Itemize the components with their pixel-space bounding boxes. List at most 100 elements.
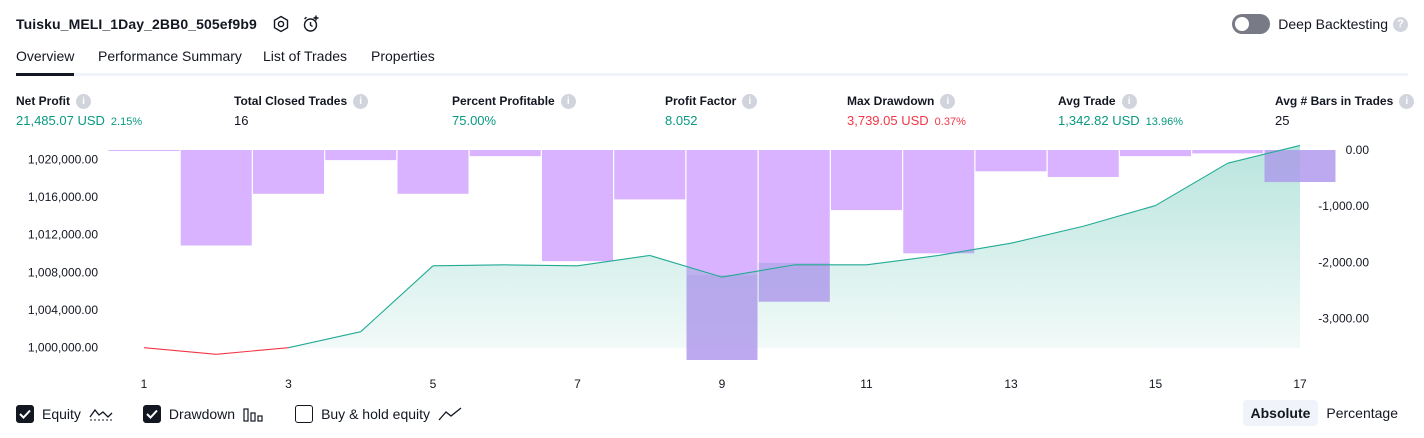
equity-line-segment: [938, 242, 1012, 256]
drawdown-bar: [1047, 150, 1119, 177]
buy-hold-checkbox[interactable]: [295, 405, 314, 423]
buy-hold-line-icon: [438, 406, 462, 422]
left-axis-tick-label: 1,016,000.00: [28, 190, 98, 204]
drawdown-bar: [469, 150, 541, 157]
percentage-button[interactable]: Percentage: [1326, 405, 1398, 421]
tab-bar: Overview Performance Summary List of Tra…: [16, 44, 1408, 76]
equity-line-segment: [432, 264, 506, 267]
drawdown-bar: [253, 150, 324, 194]
x-axis-tick-label: 15: [1149, 377, 1163, 391]
x-axis-tick-label: 3: [285, 377, 292, 391]
equity-line-icon: [89, 406, 113, 422]
drawdown-overlap: [686, 275, 758, 360]
deep-backtesting-control: Deep Backtesting ?: [1232, 12, 1408, 36]
metric-percent: 13.96%: [1145, 116, 1183, 128]
info-icon[interactable]: i: [560, 93, 576, 109]
legend-drawdown[interactable]: Drawdown: [142, 405, 265, 423]
strategy-header: Tuisku_MELI_1Day_2BB0_505ef9b9: [16, 12, 323, 36]
left-axis-tick-label: 1,004,000.00: [28, 303, 98, 317]
left-axis-tick-label: 1,000,000.00: [28, 341, 98, 355]
drawdown-bar: [975, 150, 1047, 172]
help-icon[interactable]: ?: [1393, 16, 1408, 32]
tab-overview[interactable]: Overview: [16, 48, 75, 76]
equity-line-segment: [577, 254, 650, 267]
drawdown-bar: [903, 150, 975, 254]
equity-line-segment: [1083, 205, 1156, 227]
info-icon[interactable]: i: [1399, 93, 1415, 109]
x-axis-tick-label: 11: [860, 377, 873, 391]
drawdown-bar: [1120, 150, 1191, 157]
metric-value: 1,342.82 USD: [1058, 113, 1140, 128]
metric-label: Percent Profitable: [452, 94, 555, 108]
drawdown-bars-icon: [243, 406, 265, 422]
tab-list-of-trades[interactable]: List of Trades: [263, 48, 348, 64]
metric-value: 75.00%: [452, 113, 497, 128]
equity-line-segment: [1227, 144, 1301, 164]
drawdown-bar: [325, 150, 397, 161]
info-icon[interactable]: i: [940, 93, 956, 109]
add-alert-icon[interactable]: [299, 12, 323, 36]
equity-area: [288, 145, 1300, 348]
absolute-button[interactable]: Absolute: [1242, 400, 1319, 426]
x-axis-tick-label: 9: [719, 377, 726, 391]
equity-line-segment: [288, 331, 361, 349]
metric-value: 8.052: [665, 113, 698, 128]
metric-percent: 0.37%: [934, 116, 966, 128]
metric-percent: 2.15%: [110, 116, 143, 128]
equity-line-segment: [721, 264, 795, 278]
value-mode-switch: Absolute Percentage: [1242, 400, 1407, 426]
tab-properties[interactable]: Properties: [371, 48, 435, 64]
deep-backtesting-label: Deep Backtesting: [1278, 16, 1388, 32]
metric-label: Net Profit: [16, 94, 70, 108]
settings-icon[interactable]: [269, 12, 293, 36]
equity-line-segment: [360, 265, 434, 333]
metric-max-drawdown: Max Drawdown i 3,739.05 USD 0.37%: [847, 92, 966, 129]
info-icon[interactable]: i: [76, 93, 91, 109]
left-axis-tick-label: 1,020,000.00: [28, 152, 98, 166]
chart-legend: Equity Drawdown Buy & hold equity: [16, 402, 492, 426]
metric-label: Total Closed Trades: [234, 94, 348, 108]
equity-drawdown-chart[interactable]: 1,000,000.00 1,004,000.00 1,008,000.00 1,01…: [0, 138, 1424, 396]
equity-line-segment: [649, 254, 723, 278]
metric-value: 3,739.05 USD: [847, 113, 929, 128]
metric-value: 16: [234, 113, 249, 128]
metric-value: 21,485.07 USD: [16, 113, 105, 128]
legend-label: Drawdown: [168, 406, 236, 422]
metrics-row: Net Profit i 21,485.07 USD 2.15% Total Clo…: [16, 92, 1416, 132]
left-axis-tick-label: 1,008,000.00: [28, 265, 98, 279]
equity-line-segment: [1010, 225, 1084, 244]
info-icon[interactable]: i: [1121, 93, 1137, 109]
right-axis-tick-label: 0.00: [1346, 143, 1370, 157]
equity-line-segment: [143, 347, 217, 355]
equity-line-segment: [1155, 162, 1229, 207]
legend-buy-hold-equity[interactable]: Buy & hold equity: [295, 405, 462, 423]
tab-performance-summary[interactable]: Performance Summary: [98, 48, 242, 64]
legend-label: Buy & hold equity: [321, 406, 431, 422]
metric-label: Max Drawdown: [847, 94, 935, 108]
right-axis-tick-label: -1,000.00: [1318, 199, 1369, 213]
x-axis-tick-label: 17: [1293, 377, 1307, 391]
metric-total-closed-trades: Total Closed Trades i 16: [234, 92, 369, 129]
drawdown-bar: [614, 150, 686, 200]
right-axis-tick-label: -3,000.00: [1318, 311, 1369, 325]
legend-label: Equity: [42, 406, 81, 422]
info-icon[interactable]: i: [353, 93, 369, 109]
drawdown-bar: [831, 150, 902, 211]
strategy-title: Tuisku_MELI_1Day_2BB0_505ef9b9: [16, 16, 257, 32]
equity-line-segment: [505, 264, 578, 267]
drawdown-bar: [397, 150, 469, 194]
metric-net-profit: Net Profit i 21,485.07 USD 2.15%: [16, 92, 142, 129]
drawdown-bar: [542, 150, 613, 262]
equity-checkbox[interactable]: [16, 405, 34, 423]
equity-line-segment: [866, 254, 939, 266]
x-axis-tick-label: 13: [1004, 377, 1018, 391]
metric-value: 25: [1275, 113, 1290, 128]
equity-line-segment: [216, 347, 289, 355]
drawdown-checkbox[interactable]: [142, 405, 161, 423]
metric-percent-profitable: Percent Profitable i 75.00%: [452, 92, 576, 129]
info-icon[interactable]: i: [742, 93, 758, 109]
deep-backtesting-toggle[interactable]: [1232, 14, 1271, 34]
metric-avg-trade: Avg Trade i 1,342.82 USD 13.96%: [1058, 92, 1183, 129]
x-axis-tick-label: 7: [574, 377, 581, 391]
legend-equity[interactable]: Equity: [16, 405, 113, 423]
